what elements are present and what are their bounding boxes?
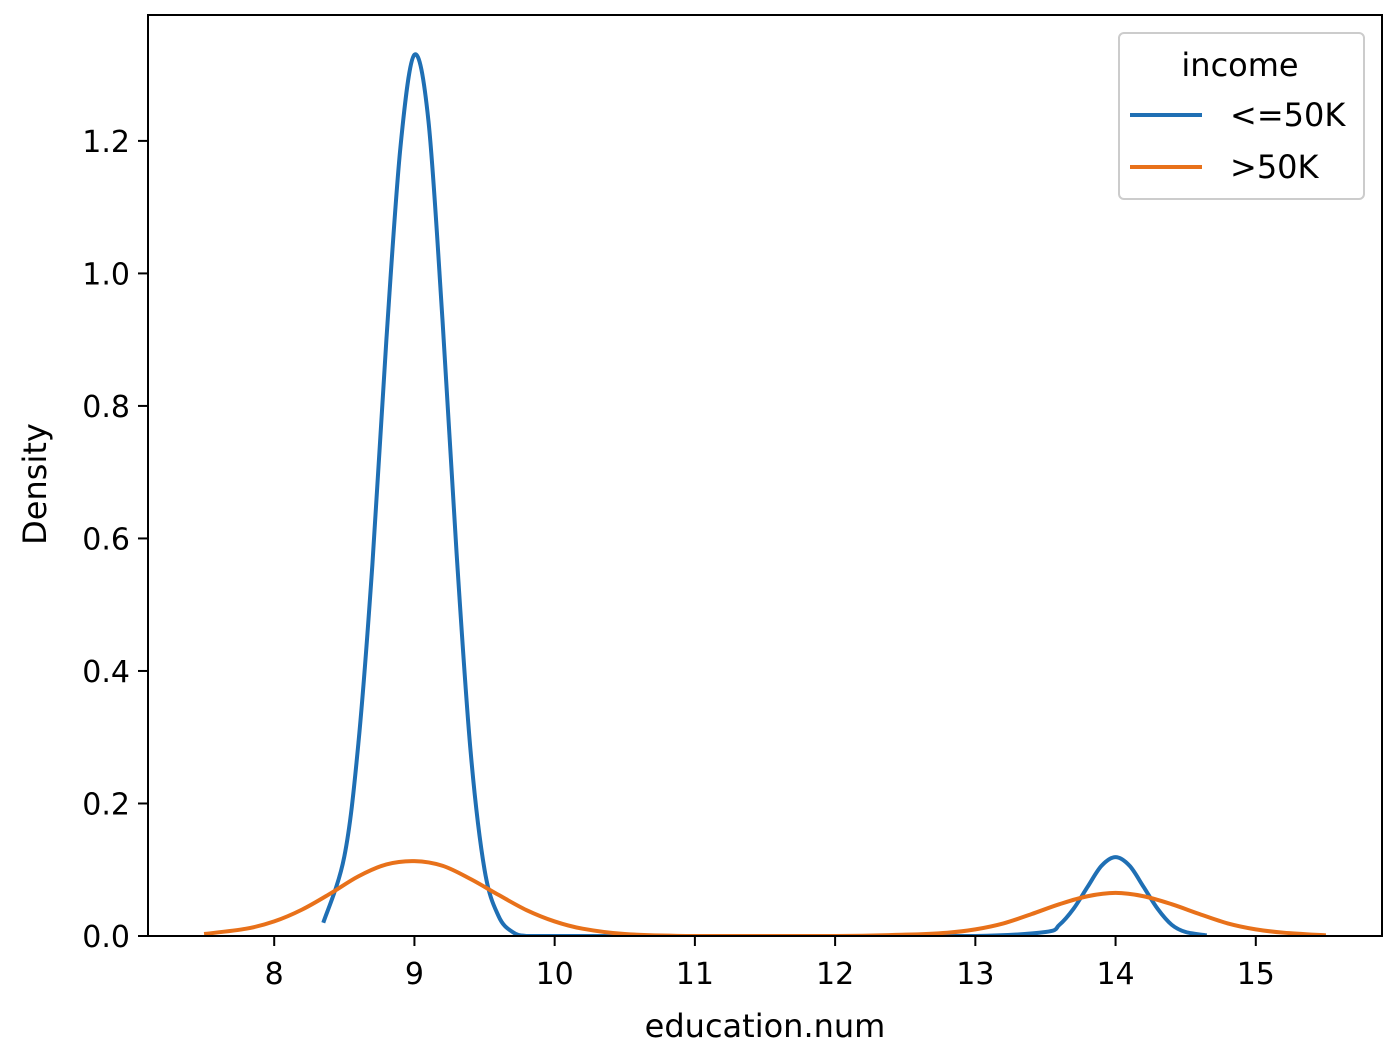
legend: income <=50K >50K bbox=[1118, 32, 1365, 200]
y-tick-label: 1.2 bbox=[82, 125, 130, 160]
y-tick-label: 0.0 bbox=[82, 920, 130, 955]
x-tick-label: 12 bbox=[816, 957, 854, 992]
y-axis: 0.0 0.2 0.4 0.6 0.8 1.0 1.2 bbox=[82, 125, 148, 955]
y-axis-title: Density bbox=[16, 423, 54, 545]
x-tick-label: 15 bbox=[1237, 957, 1275, 992]
x-tick-label: 13 bbox=[956, 957, 994, 992]
legend-label-gt50k: >50K bbox=[1230, 148, 1320, 186]
x-tick-label: 14 bbox=[1096, 957, 1134, 992]
series-line-gt50k bbox=[203, 859, 1327, 936]
y-tick-label: 0.2 bbox=[82, 787, 130, 822]
y-tick-label: 1.0 bbox=[82, 257, 130, 292]
x-axis-title: education.num bbox=[645, 1007, 886, 1045]
y-tick-label: 0.4 bbox=[82, 655, 130, 690]
x-tick-label: 8 bbox=[265, 957, 284, 992]
legend-label-le50k: <=50K bbox=[1230, 96, 1346, 134]
x-tick-label: 10 bbox=[536, 957, 574, 992]
legend-box bbox=[1118, 32, 1365, 200]
plot-frame bbox=[147, 14, 1383, 937]
x-tick-label: 11 bbox=[676, 957, 714, 992]
plot-lines bbox=[203, 52, 1327, 936]
y-tick-label: 0.8 bbox=[82, 390, 130, 425]
x-axis: 8 9 10 11 12 13 14 15 bbox=[265, 936, 1275, 992]
series-line-le50k bbox=[321, 52, 1208, 936]
y-tick-label: 0.6 bbox=[82, 522, 130, 557]
x-tick-label: 9 bbox=[405, 957, 424, 992]
legend-title: income bbox=[1181, 46, 1298, 84]
